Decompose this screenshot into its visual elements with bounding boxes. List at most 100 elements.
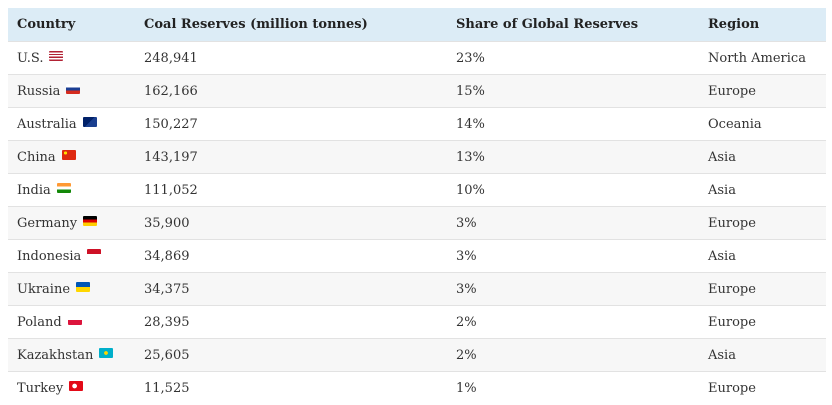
table-cell: Asia xyxy=(699,239,826,273)
cell-text: 3% xyxy=(456,281,477,297)
table-cell: Turkey xyxy=(8,371,135,404)
table-cell: 11,525 xyxy=(135,371,447,404)
flag-icon xyxy=(87,248,102,259)
cell-text: Oceania xyxy=(708,116,762,132)
cell-text: 15% xyxy=(456,83,485,99)
cell-text: 248,941 xyxy=(144,50,198,66)
country-name: Indonesia xyxy=(17,248,82,264)
cell-text: 150,227 xyxy=(144,116,198,132)
table-cell: 1% xyxy=(447,371,699,404)
table-cell: 34,869 xyxy=(135,239,447,273)
cell-text: 1% xyxy=(456,380,477,396)
table-cell: Russia xyxy=(8,74,135,108)
cell-text: 34,375 xyxy=(144,281,190,297)
table-cell: 13% xyxy=(447,140,699,174)
cell-text: Europe xyxy=(708,380,756,396)
table-cell: Asia xyxy=(699,140,826,174)
country-name: Australia xyxy=(17,116,77,132)
flag-icon xyxy=(56,182,71,193)
cell-text: 2% xyxy=(456,347,477,363)
table-cell: 15% xyxy=(447,74,699,108)
table-cell: 3% xyxy=(447,239,699,273)
reserves-table: Country Coal Reserves (million tonnes) Sha… xyxy=(8,8,826,404)
cell-text: Europe xyxy=(708,83,756,99)
table-cell: Asia xyxy=(699,338,826,372)
country-name: Ukraine xyxy=(17,281,71,297)
cell-text: 34,869 xyxy=(144,248,190,264)
table-cell: Europe xyxy=(699,74,826,108)
country-name: U.S. xyxy=(17,50,44,66)
flag-icon xyxy=(49,50,64,61)
cell-text: Europe xyxy=(708,314,756,330)
table-cell: 111,052 xyxy=(135,173,447,207)
column-header: Country xyxy=(8,8,135,42)
table-cell: 2% xyxy=(447,305,699,339)
cell-text: 11,525 xyxy=(144,380,190,396)
table-cell: 143,197 xyxy=(135,140,447,174)
table-row: Turkey 11,525 1% Europe xyxy=(8,371,826,404)
table-cell: India xyxy=(8,173,135,207)
table-cell: Asia xyxy=(699,173,826,207)
flag-icon xyxy=(82,116,97,127)
cell-text: Asia xyxy=(708,248,736,264)
table-cell: Europe xyxy=(699,371,826,404)
column-header: Region xyxy=(699,8,826,42)
cell-text: 111,052 xyxy=(144,182,198,198)
cell-text: North America xyxy=(708,50,806,66)
table-row: China 143,197 13% Asia xyxy=(8,140,826,174)
country-name: Poland xyxy=(17,314,62,330)
country-name: India xyxy=(17,182,51,198)
cell-text: 3% xyxy=(456,248,477,264)
table-cell: 2% xyxy=(447,338,699,372)
table-row: Ukraine 34,375 3% Europe xyxy=(8,272,826,306)
cell-text: Asia xyxy=(708,182,736,198)
table-cell: Poland xyxy=(8,305,135,339)
header-row: Country Coal Reserves (million tonnes) Sha… xyxy=(8,8,826,42)
table-cell: Australia xyxy=(8,107,135,141)
table-cell: China xyxy=(8,140,135,174)
flag-icon xyxy=(99,347,114,358)
flag-icon xyxy=(66,83,81,94)
cell-text: 162,166 xyxy=(144,83,198,99)
country-name: China xyxy=(17,149,56,165)
flag-icon xyxy=(83,215,98,226)
cell-text: Europe xyxy=(708,281,756,297)
table-cell: Oceania xyxy=(699,107,826,141)
table-cell: 248,941 xyxy=(135,41,447,75)
cell-text: Asia xyxy=(708,347,736,363)
table-cell: 162,166 xyxy=(135,74,447,108)
table-cell: 28,395 xyxy=(135,305,447,339)
table-cell: Europe xyxy=(699,206,826,240)
table-header: Country Coal Reserves (million tonnes) Sha… xyxy=(8,8,826,42)
cell-text: 13% xyxy=(456,149,485,165)
table-body: U.S. 248,941 23% North America Russia 162,166… xyxy=(8,41,826,404)
country-name: Turkey xyxy=(17,380,64,396)
cell-text: 3% xyxy=(456,215,477,231)
table-cell: 150,227 xyxy=(135,107,447,141)
cell-text: 10% xyxy=(456,182,485,198)
table-row: Australia 150,227 14% Oceania xyxy=(8,107,826,141)
country-name: Russia xyxy=(17,83,61,99)
flag-icon xyxy=(61,149,76,160)
table-cell: Kazakhstan xyxy=(8,338,135,372)
cell-text: 14% xyxy=(456,116,485,132)
table-row: Kazakhstan 25,605 2% Asia xyxy=(8,338,826,372)
cell-text: 35,900 xyxy=(144,215,190,231)
column-header: Coal Reserves (million tonnes) xyxy=(135,8,447,42)
cell-text: 23% xyxy=(456,50,485,66)
table-row: Poland 28,395 2% Europe xyxy=(8,305,826,339)
country-name: Kazakhstan xyxy=(17,347,94,363)
table-cell: 23% xyxy=(447,41,699,75)
flag-icon xyxy=(76,281,91,292)
flag-icon xyxy=(67,314,82,325)
table-row: Indonesia 34,869 3% Asia xyxy=(8,239,826,273)
cell-text: 25,605 xyxy=(144,347,190,363)
cell-text: 2% xyxy=(456,314,477,330)
table-cell: Indonesia xyxy=(8,239,135,273)
table-cell: 3% xyxy=(447,206,699,240)
table-cell: 34,375 xyxy=(135,272,447,306)
table-cell: Ukraine xyxy=(8,272,135,306)
cell-text: Europe xyxy=(708,215,756,231)
cell-text: 143,197 xyxy=(144,149,198,165)
table-cell: 14% xyxy=(447,107,699,141)
